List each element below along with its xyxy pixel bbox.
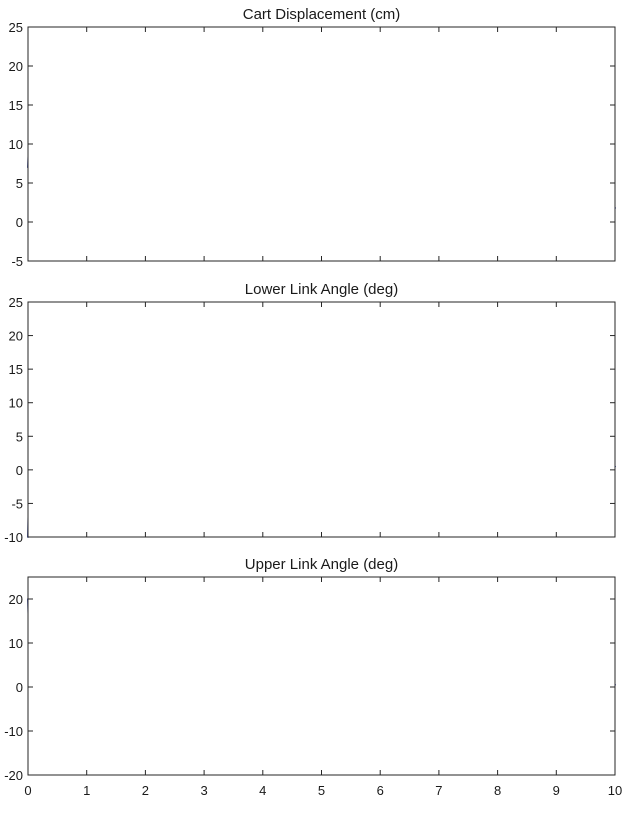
y-tick-label: -10 <box>4 530 23 545</box>
x-tick-label: 7 <box>435 783 442 798</box>
x-tick-label: 1 <box>83 783 90 798</box>
x-tick-label: 10 <box>608 783 622 798</box>
x-tick-label: 2 <box>142 783 149 798</box>
y-tick-label: 25 <box>9 20 23 35</box>
subplot-3: -20 -10 0 10 20 0 1 2 3 4 5 6 7 8 9 10 Upper Link Angle … <box>4 556 622 798</box>
y-tick-label: 0 <box>16 463 23 478</box>
y-tick-label: 10 <box>9 396 23 411</box>
y-tick-label: 15 <box>9 362 23 377</box>
x-tick-label: 6 <box>377 783 384 798</box>
subplot-1: -5 0 5 10 15 20 25 Cart Displacement (cm) <box>9 6 616 269</box>
axes-frame <box>27 301 616 538</box>
y-tick-label: 20 <box>9 59 23 74</box>
y-tick-label: 20 <box>9 329 23 344</box>
y-tick-label: -20 <box>4 768 23 783</box>
y-tick-label: 15 <box>9 98 23 113</box>
x-tick-label: 4 <box>259 783 266 798</box>
x-tick-label: 8 <box>494 783 501 798</box>
x-tick-label: 3 <box>200 783 207 798</box>
plot-title: Cart Displacement (cm) <box>243 6 401 23</box>
y-tick-label: 10 <box>9 636 23 651</box>
axes-frame <box>27 576 616 776</box>
x-tick-label: 9 <box>553 783 560 798</box>
plot-title: Upper Link Angle (deg) <box>245 556 398 573</box>
axes-frame <box>27 26 616 262</box>
y-tick-label: 25 <box>9 295 23 310</box>
y-tick-label: -5 <box>11 496 23 511</box>
y-tick-label: 0 <box>16 680 23 695</box>
y-tick-label: 20 <box>9 592 23 607</box>
y-tick-label: 10 <box>9 137 23 152</box>
y-tick-label: 0 <box>16 215 23 230</box>
y-tick-label: 5 <box>16 176 23 191</box>
y-tick-label: -5 <box>11 254 23 269</box>
y-tick-label: -10 <box>4 724 23 739</box>
x-tick-label: 5 <box>318 783 325 798</box>
x-tick-label: 0 <box>24 783 31 798</box>
plot-title: Lower Link Angle (deg) <box>245 281 398 298</box>
y-tick-label: 5 <box>16 429 23 444</box>
subplot-2: -10 -5 0 5 10 15 20 25 Lower Link Angle (deg) <box>4 281 616 545</box>
